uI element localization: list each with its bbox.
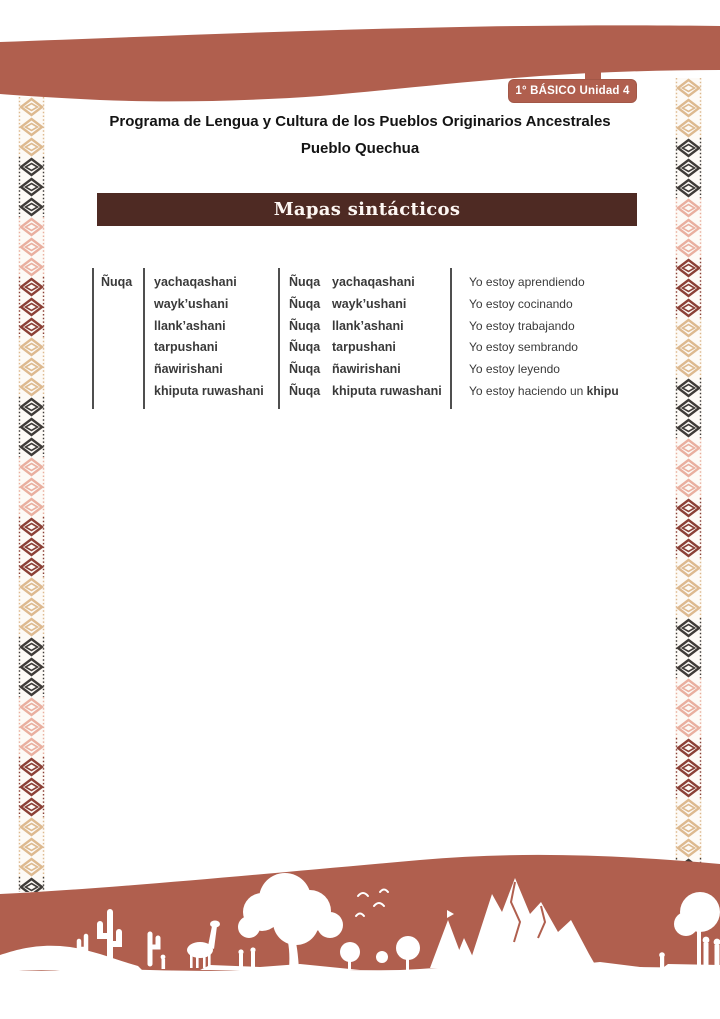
syntax-map-table: Ñuqa yachaqashani wayk’ushani llank’ashani… [92, 268, 640, 409]
verb-cell: yachaqashani [154, 275, 237, 289]
translation-text: Yo estoy cocinando [469, 296, 573, 311]
translation-text: Yo estoy sembrando [469, 340, 578, 355]
phrase-verb: llank’ashani [332, 318, 404, 333]
phrase-cell: Ñuqa khiputa ruwashani [289, 381, 450, 403]
translation-cell: Yo estoy leyendo [469, 359, 640, 381]
translation-text: Yo estoy haciendo un [469, 383, 587, 398]
top-wave-band [0, 25, 720, 102]
translation-text: Yo estoy aprendiendo [469, 275, 585, 289]
program-title: Programa de Lengua y Cultura de los Pueb… [109, 113, 611, 130]
phrase-cell: Ñuqa ñawirishani [289, 359, 450, 381]
andean-border-right [675, 78, 702, 866]
phrase-subject: Ñuqa [289, 340, 321, 355]
landscape-footer [0, 854, 720, 971]
phrase-cell: Ñuqa llank’ashani [289, 316, 450, 338]
pueblo-subtitle: Pueblo Quechua [300, 140, 420, 157]
translation-column: Yo estoy aprendiendo Yo estoy cocinando … [450, 268, 640, 409]
verb-column: yachaqashani wayk’ushani llank’ashani tarpu… [143, 268, 278, 409]
phrase-cell: Ñuqa tarpushani [289, 337, 450, 359]
translation-bold-term: khipu [586, 383, 619, 398]
section-banner: Mapas sintácticos [97, 193, 637, 226]
phrase-subject: Ñuqa [289, 275, 321, 289]
phrase-cell: Ñuqa wayk’ushani [289, 294, 450, 316]
translation-cell: Yo estoy haciendo un khipu [469, 381, 640, 403]
translation-text: Yo estoy leyendo [469, 362, 560, 377]
phrase-verb: wayk’ushani [332, 296, 407, 311]
phrase-verb: ñawirishani [332, 362, 401, 377]
verb-cell: khiputa ruwashani [154, 383, 264, 398]
phrase-subject: Ñuqa [289, 318, 321, 333]
subject-label: Ñuqa [101, 275, 133, 289]
andean-border-left [18, 97, 45, 892]
phrase-subject: Ñuqa [289, 362, 321, 377]
phrase-subject: Ñuqa [289, 296, 321, 311]
translation-cell: Yo estoy trabajando [469, 316, 640, 338]
verb-cell: llank’ashani [154, 318, 226, 333]
phrase-verb: yachaqashani [332, 275, 415, 289]
phrase-cell: Ñuqa yachaqashani [289, 272, 450, 294]
subject-column: Ñuqa [92, 268, 143, 409]
badge-connector-tab [585, 60, 601, 82]
verb-cell: wayk’ushani [154, 296, 229, 311]
phrase-column: Ñuqa yachaqashani Ñuqa wayk’ushani Ñuqa lla… [278, 268, 450, 409]
translation-cell: Yo estoy cocinando [469, 294, 640, 316]
translation-cell: Yo estoy aprendiendo [469, 272, 640, 294]
section-banner-title: Mapas sintácticos [273, 199, 461, 220]
verb-cell: ñawirishani [154, 362, 223, 377]
verb-cell: tarpushani [154, 340, 218, 355]
translation-text: Yo estoy trabajando [469, 318, 575, 333]
unit-badge: 1° BÁSICO Unidad 4 [508, 79, 637, 103]
translation-cell: Yo estoy sembrando [469, 337, 640, 359]
phrase-verb: khiputa ruwashani [332, 383, 442, 398]
phrase-verb: tarpushani [332, 340, 396, 355]
phrase-subject: Ñuqa [289, 383, 321, 398]
